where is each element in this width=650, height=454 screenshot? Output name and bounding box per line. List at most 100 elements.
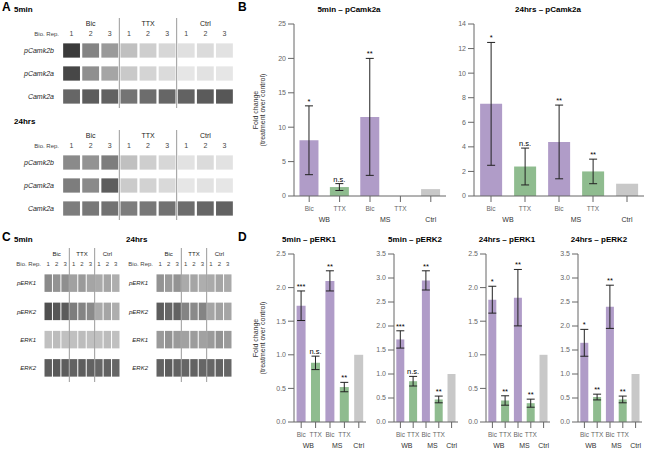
svg-text:3.0: 3.0: [560, 274, 570, 281]
svg-text:*: *: [490, 33, 493, 42]
svg-text:2: 2: [89, 142, 93, 149]
svg-text:n.s.: n.s.: [407, 367, 419, 376]
svg-text:Ctrl: Ctrl: [353, 442, 364, 449]
svg-text:0.0: 0.0: [560, 418, 570, 425]
svg-text:TTX: TTX: [333, 205, 346, 212]
svg-text:pERK1: pERK1: [16, 280, 36, 286]
svg-text:0.0: 0.0: [468, 418, 478, 425]
svg-text:2: 2: [55, 261, 59, 267]
svg-text:1: 1: [184, 30, 188, 37]
svg-text:Bic: Bic: [86, 20, 96, 27]
svg-text:2.5: 2.5: [276, 250, 286, 257]
svg-text:3: 3: [222, 30, 226, 37]
svg-text:1: 1: [70, 30, 74, 37]
svg-text:n.s.: n.s.: [519, 139, 531, 148]
svg-text:pCamk2b: pCamk2b: [23, 47, 54, 55]
svg-text:Bic: Bic: [396, 431, 406, 438]
svg-text:2: 2: [462, 168, 466, 175]
svg-text:Camk2a: Camk2a: [28, 93, 54, 100]
svg-text:10: 10: [278, 124, 286, 131]
svg-text:ERK1: ERK1: [132, 337, 148, 343]
svg-text:WB: WB: [585, 442, 597, 449]
svg-text:**: **: [436, 387, 442, 396]
svg-text:**: **: [327, 262, 333, 271]
svg-text:3: 3: [108, 142, 112, 149]
svg-text:20: 20: [278, 55, 286, 62]
svg-text:TTX: TTX: [338, 431, 351, 438]
svg-text:1.0: 1.0: [276, 351, 286, 358]
svg-text:TTX: TTX: [76, 251, 87, 257]
svg-text:TTX: TTX: [394, 205, 407, 212]
svg-text:ERK2: ERK2: [132, 365, 148, 371]
svg-text:2: 2: [218, 261, 222, 267]
svg-text:Bic: Bic: [164, 251, 172, 257]
svg-text:Bic: Bic: [513, 431, 523, 438]
svg-text:3.0: 3.0: [376, 274, 386, 281]
svg-text:*: *: [308, 97, 311, 106]
svg-text:***: ***: [396, 322, 405, 331]
svg-text:Ctrl: Ctrl: [200, 132, 211, 139]
svg-text:1: 1: [209, 261, 213, 267]
svg-text:3: 3: [165, 142, 169, 149]
svg-text:Fold change(treatment over con: Fold change(treatment over control): [252, 74, 268, 147]
svg-text:Bic: Bic: [488, 431, 498, 438]
svg-text:TTX: TTX: [188, 251, 199, 257]
svg-text:0.0: 0.0: [376, 418, 386, 425]
svg-text:TTX: TTX: [141, 20, 155, 27]
svg-text:pERK1: pERK1: [128, 280, 148, 286]
svg-text:MS: MS: [332, 442, 343, 449]
svg-text:4: 4: [462, 143, 466, 150]
svg-text:Bic: Bic: [52, 251, 60, 257]
svg-text:1.5: 1.5: [560, 346, 570, 353]
svg-text:3: 3: [89, 261, 93, 267]
svg-text:Bic: Bic: [580, 431, 590, 438]
svg-text:1: 1: [159, 261, 163, 267]
svg-text:1.0: 1.0: [376, 370, 386, 377]
svg-text:**: **: [423, 262, 429, 271]
svg-text:2: 2: [89, 30, 93, 37]
svg-text:14: 14: [458, 20, 466, 27]
svg-text:1: 1: [184, 261, 188, 267]
svg-text:1: 1: [72, 261, 76, 267]
svg-text:Bic: Bic: [305, 205, 315, 212]
svg-text:WB: WB: [303, 442, 315, 449]
svg-text:**: **: [367, 49, 373, 58]
svg-text:MS: MS: [611, 442, 622, 449]
svg-text:3.5: 3.5: [376, 250, 386, 257]
svg-text:2.0: 2.0: [276, 284, 286, 291]
svg-text:**: **: [515, 260, 521, 269]
svg-text:1.0: 1.0: [560, 370, 570, 377]
svg-text:MS: MS: [427, 442, 438, 449]
svg-text:Bio. Rep.: Bio. Rep.: [34, 31, 59, 37]
svg-text:2.5: 2.5: [468, 250, 478, 257]
svg-text:Bio. Rep.: Bio. Rep.: [16, 261, 41, 267]
svg-text:3: 3: [226, 261, 230, 267]
svg-text:3: 3: [114, 261, 118, 267]
svg-text:*: *: [491, 277, 494, 286]
svg-text:**: **: [341, 373, 347, 382]
svg-text:6: 6: [462, 119, 466, 126]
svg-text:1: 1: [70, 142, 74, 149]
svg-text:**: **: [607, 276, 613, 285]
svg-text:n.s.: n.s.: [333, 175, 345, 184]
svg-text:0.5: 0.5: [560, 394, 570, 401]
svg-text:Bio. Rep.: Bio. Rep.: [128, 261, 153, 267]
svg-text:3.5: 3.5: [560, 250, 570, 257]
svg-text:Ctrl: Ctrl: [200, 20, 211, 27]
svg-text:3: 3: [165, 30, 169, 37]
svg-text:**: **: [528, 390, 534, 399]
svg-text:MS: MS: [571, 216, 582, 223]
svg-text:pCamk2b: pCamk2b: [23, 159, 54, 167]
svg-text:TTX: TTX: [499, 431, 512, 438]
svg-text:2: 2: [203, 142, 207, 149]
svg-text:Bic: Bic: [486, 205, 496, 212]
svg-text:Ctrl: Ctrl: [446, 442, 457, 449]
svg-text:TTX: TTX: [591, 431, 604, 438]
svg-text:2.0: 2.0: [376, 322, 386, 329]
svg-text:2.5: 2.5: [560, 298, 570, 305]
svg-text:TTX: TTX: [407, 431, 420, 438]
svg-text:2: 2: [80, 261, 84, 267]
svg-text:8: 8: [462, 94, 466, 101]
svg-text:0: 0: [462, 192, 466, 199]
svg-text:Bic: Bic: [365, 205, 375, 212]
